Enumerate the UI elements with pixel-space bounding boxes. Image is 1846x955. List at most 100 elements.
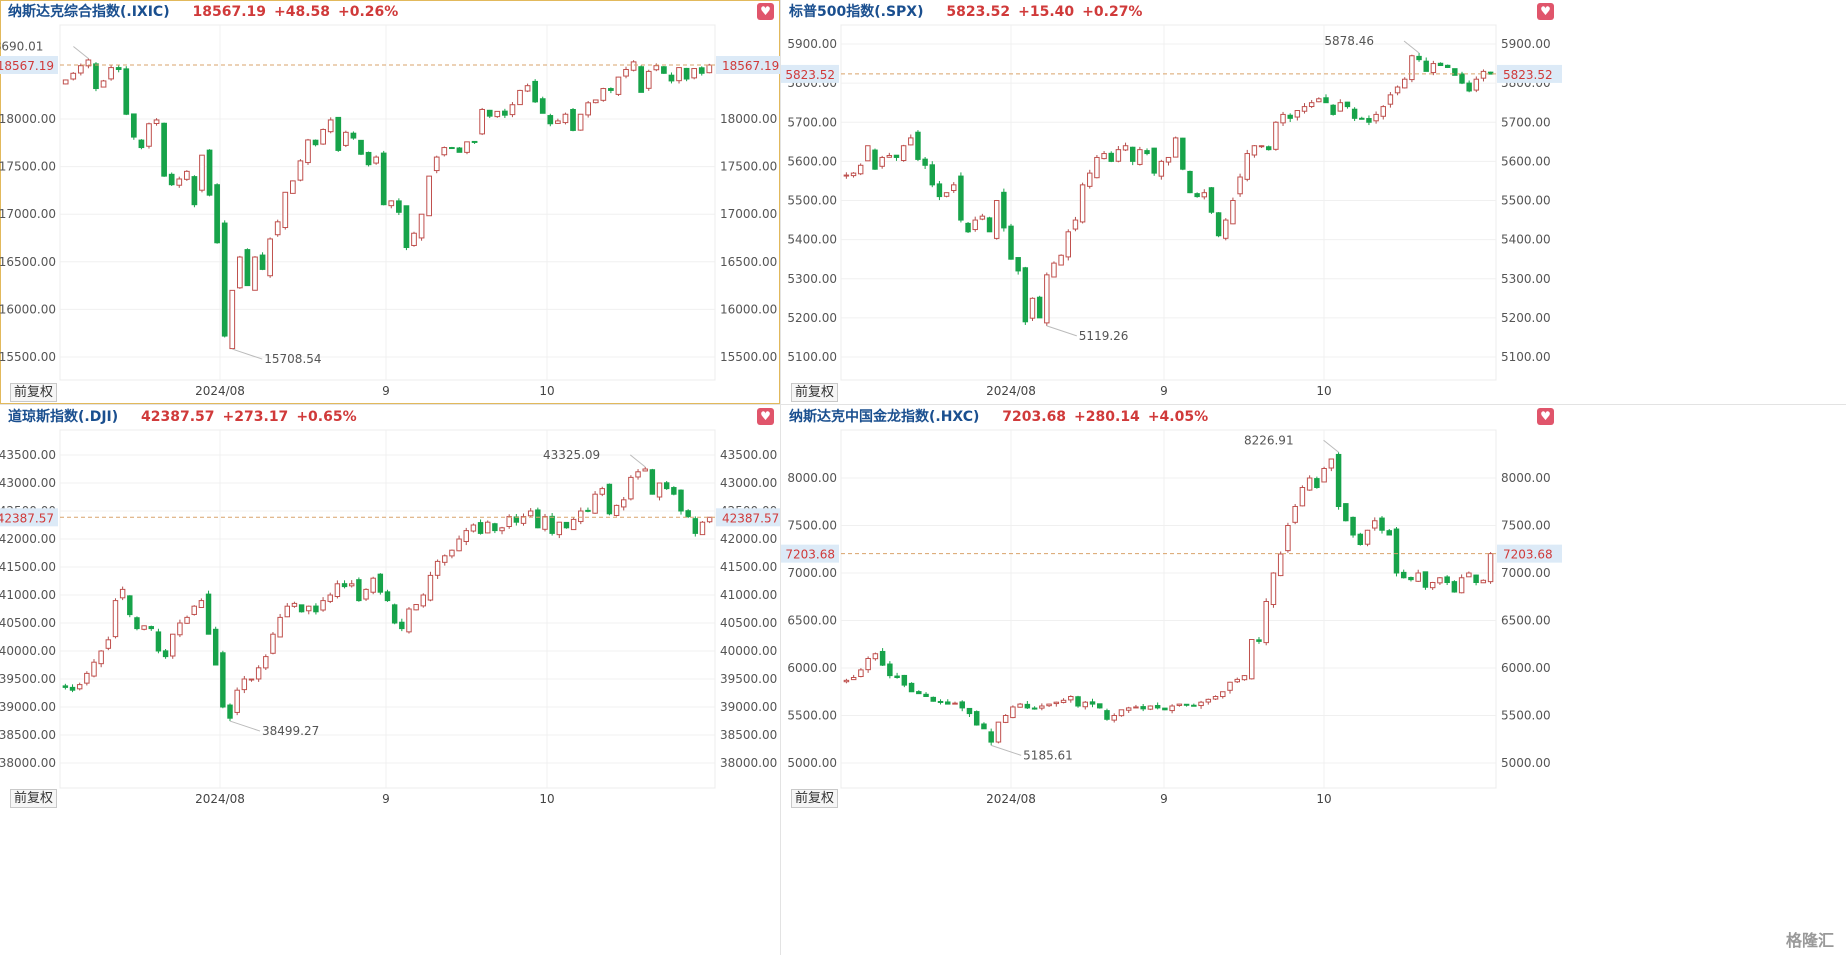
candlestick — [1409, 54, 1415, 83]
chart-panel-ixic[interactable]: 纳斯达克综合指数(.IXIC) 18567.19 +48.58 +0.26% 155… — [0, 0, 780, 404]
y-tick-label-right: 15500.00 — [720, 350, 777, 364]
candlestick-chart[interactable]: 38000.00 38000.00 38500.00 38500.00 39000.00… — [0, 405, 780, 955]
candlestick — [365, 151, 372, 167]
candlestick — [1208, 187, 1215, 214]
adjust-mode-button[interactable]: 前复权 — [10, 383, 58, 402]
candlestick — [1125, 706, 1132, 713]
candlestick — [1351, 107, 1358, 121]
candlestick — [270, 632, 276, 655]
candlestick — [542, 513, 548, 532]
y-tick-label-right: 17000.00 — [720, 207, 777, 221]
candlestick — [153, 118, 160, 126]
candlestick — [1359, 116, 1365, 120]
min-annotation: 38499.27 — [262, 724, 319, 738]
candlestick — [606, 483, 613, 516]
y-tick-label-right: 41500.00 — [720, 560, 777, 574]
last-price: 5823.52 — [946, 4, 1011, 20]
quote-values: 5823.52 +15.40 +0.27% — [946, 4, 1150, 20]
candlestick — [1094, 155, 1100, 179]
annotation-leader — [1403, 40, 1420, 54]
candlestick — [937, 699, 944, 705]
candlestick — [1458, 574, 1465, 594]
candlestick — [1459, 71, 1465, 85]
candlestick — [1366, 115, 1372, 126]
candlestick — [951, 182, 957, 193]
candlestick — [1480, 69, 1487, 82]
percent-change: +0.65% — [296, 409, 357, 425]
x-tick-label: 10 — [539, 792, 554, 806]
candlestick — [494, 110, 501, 118]
min-annotation: 15708.54 — [264, 352, 321, 366]
candlestick — [1015, 257, 1021, 275]
candlestick — [384, 589, 391, 602]
candlestick — [1215, 212, 1222, 238]
candlestick — [520, 513, 527, 526]
candlestick — [645, 69, 652, 91]
y-tick-label-right: 40500.00 — [720, 616, 777, 630]
candlestick — [70, 72, 77, 81]
y-tick-label-right: 5300.00 — [1501, 272, 1551, 286]
candlestick — [1364, 529, 1371, 547]
svg-text:5823.52: 5823.52 — [785, 68, 835, 82]
candlestick — [327, 592, 333, 604]
candlestick — [1001, 188, 1007, 232]
candlestick — [320, 128, 326, 145]
candlestick — [380, 150, 387, 206]
candlestick — [1387, 92, 1394, 108]
candlestick — [1343, 503, 1349, 522]
candlestick — [936, 180, 943, 201]
y-tick-label-right: 8000.00 — [1501, 471, 1551, 485]
candlestick — [894, 672, 900, 679]
candlestick-chart[interactable]: 5000.00 5000.00 5500.00 5500.00 6000.00 6000.… — [781, 405, 1846, 955]
candlestick — [170, 633, 176, 659]
favorite-heart-icon[interactable] — [1537, 408, 1554, 425]
candlestick — [1263, 598, 1269, 646]
candlestick — [411, 231, 417, 247]
candlestick — [1335, 452, 1342, 510]
candlestick — [76, 682, 83, 691]
candlestick — [638, 65, 645, 93]
x-tick-label: 2024/08 — [986, 792, 1036, 806]
candlestick — [698, 66, 705, 76]
candlestick — [1154, 702, 1161, 710]
candlestick — [1158, 159, 1165, 180]
candlestick — [123, 66, 130, 116]
candlestick — [599, 486, 605, 497]
chart-panel-hxc[interactable]: 纳斯达克中国金龙指数(.HXC) 7203.68 +280.14 +4.05% 50… — [781, 405, 1846, 955]
candlestick — [1416, 52, 1422, 62]
candlestick — [198, 598, 205, 609]
adjust-mode-button[interactable]: 前复权 — [10, 789, 58, 808]
favorite-heart-icon[interactable] — [757, 408, 774, 425]
y-tick-label-left: 17500.00 — [0, 160, 56, 174]
y-tick-label-right: 7500.00 — [1501, 519, 1551, 533]
y-tick-label-left: 43000.00 — [0, 476, 56, 490]
candlestick — [155, 628, 162, 654]
quote-values: 42387.57 +273.17 +0.65% — [141, 409, 365, 425]
favorite-heart-icon[interactable] — [1537, 3, 1554, 20]
adjust-mode-button[interactable]: 前复权 — [791, 789, 839, 808]
candlestick — [1265, 145, 1272, 151]
adjust-mode-button[interactable]: 前复权 — [791, 383, 839, 402]
candlestick — [227, 703, 233, 722]
y-tick-label-left: 38000.00 — [0, 756, 56, 770]
candlestick — [555, 118, 561, 124]
favorite-heart-icon[interactable] — [757, 3, 774, 20]
candlestick — [343, 130, 349, 148]
candlestick — [205, 590, 212, 635]
candlestick — [420, 593, 427, 608]
candlestick — [706, 516, 713, 524]
candlestick — [161, 122, 167, 177]
candlestick — [1316, 97, 1322, 103]
candlestick — [1087, 169, 1093, 189]
svg-text:18567.19: 18567.19 — [722, 59, 779, 73]
candlestick — [592, 99, 599, 104]
chart-panel-dji[interactable]: 道琼斯指数(.DJI) 42387.57 +273.17 +0.65% 38000.… — [0, 405, 780, 955]
price-change: +273.17 — [222, 409, 289, 425]
candlestick — [1321, 466, 1327, 483]
candlestick-chart[interactable]: 15500.00 15500.00 16000.00 16000.00 16500.00… — [0, 0, 780, 404]
candlestick-chart[interactable]: 5100.00 5100.00 5200.00 5200.00 5300.00 5300.… — [781, 0, 1846, 404]
candlestick — [356, 577, 362, 602]
candlestick — [1065, 229, 1072, 261]
chart-panel-spx[interactable]: 标普500指数(.SPX) 5823.52 +15.40 +0.27% 5100.0… — [781, 0, 1846, 404]
candlestick — [1423, 57, 1429, 72]
